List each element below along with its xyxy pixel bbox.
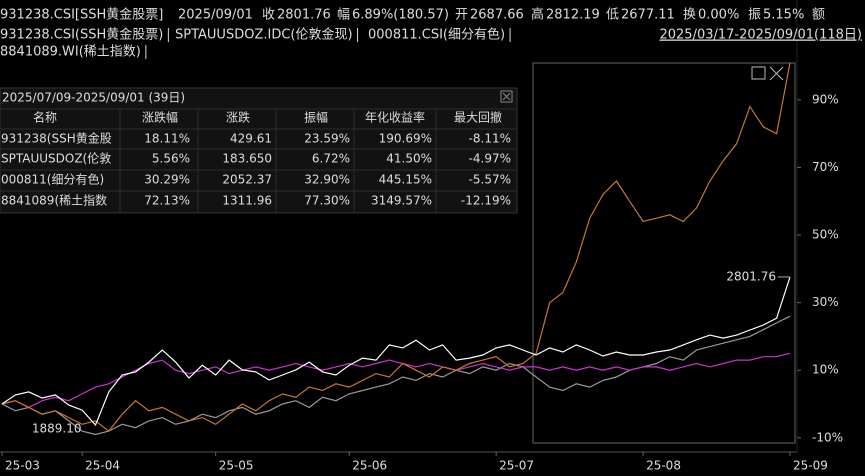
legend-entry: 931238.CSI(SSH黄金股票) [0,27,163,43]
field-label: 高 [531,7,544,23]
field-label: 幅 [337,8,350,23]
field-value: 2801.76 [277,8,331,23]
table-cell: 72.13% [144,194,190,208]
stats-table: 2025/07/09-2025/09/01 (39日) 名称 涨跌幅 涨跌 振幅 年化收… [0,87,518,214]
selection-box [532,62,796,444]
plot: -10% 10% 30% 50% 70% 90% 25-03 25-04 25-05 25-06 2… [1,62,843,473]
field-value: 2687.66 [470,8,524,23]
table-cell: 183.650 [222,152,272,166]
table-header: 年化收益率 [365,110,425,125]
table-header: 涨跌 [226,110,250,125]
table-cell: 5.56% [152,152,190,166]
field-label: 开 [455,8,468,23]
field-value: 2677.11 [621,8,675,23]
table-title: 2025/07/09-2025/09/01 (39日) [2,91,185,105]
table-cell: 32.90% [304,173,350,187]
table-cell: 41.50% [386,152,432,166]
field-value: 6.89%(180.57) [352,8,449,23]
table-cell: 23.59% [304,132,350,146]
field-value: 2812.19 [546,8,600,23]
table-cell: -8.11% [469,132,511,146]
x-tick-label: 25-09 [793,459,828,473]
y-tick-label: 70% [812,160,839,174]
x-tick-label: 25-04 [85,459,120,473]
table-cell: -4.97% [469,152,511,166]
table-close[interactable] [500,90,513,103]
table-cell: 2052.37 [222,173,272,187]
code: 931238.CSI[SSH黄金股票] [0,7,163,23]
x-tick-label: 25-07 [499,459,534,473]
min-label: 1889.10 [32,421,82,435]
date-range[interactable]: 2025/03/17-2025/09/01(118日) [659,28,862,43]
table-header: 最大回撤 [454,110,502,125]
field-label: 低 [606,8,619,23]
table-header: 名称 [33,110,57,125]
window-icon[interactable] [751,66,766,80]
table-cell: 445.15% [379,173,432,187]
date: 2025/09/01 [178,8,253,23]
series-line [1,315,791,436]
table-cell: 18.11% [144,132,190,146]
legend-entry: SPTAUUSDOZ.IDC(伦敦金现) [175,27,353,43]
table-cell: -5.57% [469,173,511,187]
table-cell: 190.69% [379,132,432,146]
row-name: 000811(细分有色) [1,173,104,187]
x-tick-label: 25-08 [646,459,681,473]
y-tick-label: 10% [812,363,839,377]
table-cell: 6.72% [312,152,350,166]
table-cell: 1311.96 [222,194,272,208]
x-tick-label: 25-05 [219,459,254,473]
table-cell: 77.30% [304,194,350,208]
close-icon[interactable] [769,66,784,81]
field-value: 5.15% [763,8,804,23]
table-close-x [502,92,511,101]
legend-entry: 8841089.WI(稀土指数) [0,45,141,60]
row-name: 931238(SSH黄金股 [1,131,112,146]
y-tick-label: 50% [812,228,839,242]
table-cell: 30.29% [144,173,190,187]
last-label: 2801.76 [726,269,776,283]
table-header: 涨跌幅 [142,110,178,125]
row-name: 8841089(稀土指数 [1,193,107,208]
row-name: SPTAUUSDOZ(伦敦 [1,151,111,166]
table-cell: -12.19% [461,194,511,208]
y-tick-label: 30% [812,295,839,309]
y-tick-label: -10% [812,430,843,444]
x-tick-label: 25-06 [352,459,387,473]
table-cell: 429.61 [230,132,272,146]
field-label: 换 [683,8,696,23]
legend-entry: 000811.CSI(细分有色) [368,27,505,43]
field-value: 0.00% [698,8,739,23]
field-label: 额 [812,8,825,23]
series-line [1,352,791,409]
header: 931238.CSI[SSH黄金股票] 2025/09/01 收 2801.76 幅… [0,7,825,23]
table-cell: 3149.57% [371,194,432,208]
table-header: 振幅 [304,110,328,125]
field-label: 振 [748,8,761,23]
y-tick-label: 90% [812,92,839,106]
x-tick-label: 25-03 [5,459,40,473]
series-line [1,62,791,432]
series-line [1,276,791,427]
field-label: 收 [262,8,275,23]
